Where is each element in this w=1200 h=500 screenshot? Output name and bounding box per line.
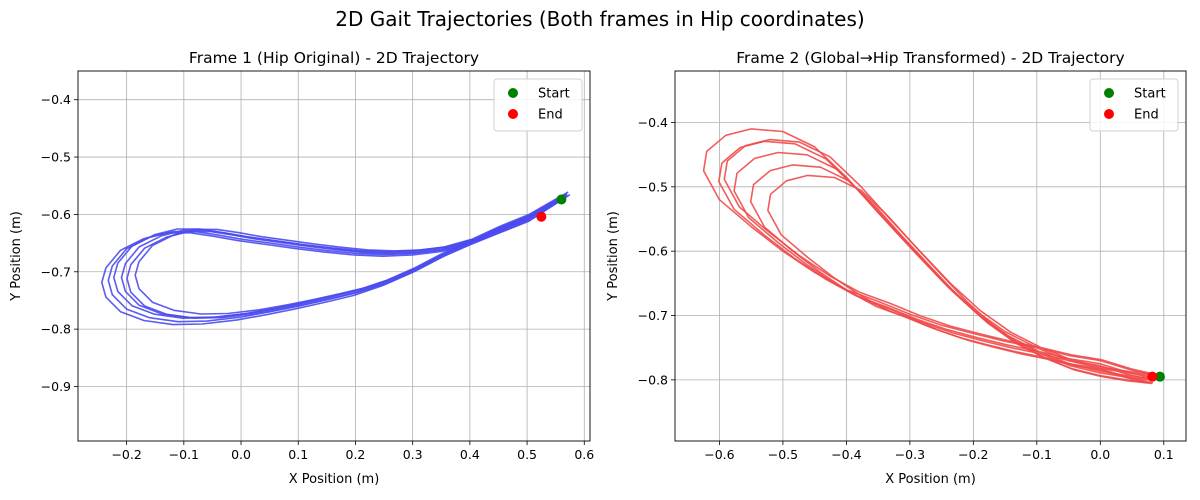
x-tick-label: 0.3 [403,447,423,462]
x-tick-label: −0.2 [111,447,141,462]
y-tick-label: −0.7 [638,308,668,323]
trajectory-series [101,191,571,326]
legend-start-label: Start [1134,87,1166,102]
y-tick-label: −0.6 [41,207,71,222]
y-axis-label: Y Position (m) [606,211,621,302]
start-marker [556,194,567,205]
trajectory-loop-2 [717,140,1158,380]
figure-suptitle: 2D Gait Trajectories (Both frames in Hip… [335,7,864,31]
y-tick-label: −0.5 [638,179,668,194]
legend-start-label: Start [538,87,570,102]
chart-panels: Frame 1 (Hip Original) - 2D Trajectory −0… [9,49,1187,487]
end-marker [1147,371,1158,382]
x-tick-label: 0.4 [460,447,480,462]
chart-panel-1: Frame 1 (Hip Original) - 2D Trajectory −0… [9,49,594,487]
x-tick-label: −0.3 [895,447,925,462]
x-tick-label: −0.1 [1022,447,1052,462]
legend: Start End [1089,78,1179,132]
x-tick-label: 0.6 [574,447,594,462]
x-tick-label: 0.2 [346,447,366,462]
x-tick-label: 0.1 [1154,447,1174,462]
x-tick-label: 0.0 [231,447,251,462]
x-tick-label: −0.2 [958,447,988,462]
legend-start-marker [1104,88,1114,98]
axes-frame [77,70,591,442]
y-tick-label: −0.4 [41,92,71,107]
axes-frame [674,70,1187,442]
y-tick-label: −0.6 [638,244,668,259]
x-tick-label: −0.6 [704,447,734,462]
x-tick-label: −0.4 [831,447,861,462]
trajectory-loop-2 [120,193,567,319]
trajectory-loop-1 [702,128,1161,378]
chart-panel-2: Frame 2 (Global→Hip Transformed) - 2D Tr… [606,49,1187,487]
x-axis-label: X Position (m) [885,472,976,487]
y-tick-label: −0.5 [41,150,71,165]
x-tick-label: −0.1 [169,447,199,462]
y-tick-label: −0.7 [41,264,71,279]
trajectory-loop-4 [749,164,1154,384]
y-tick-label: −0.9 [41,379,71,394]
legend-end-marker [508,109,518,119]
legend-end-marker [1104,109,1114,119]
x-tick-label: 0.0 [1090,447,1110,462]
chart-title: Frame 2 (Global→Hip Transformed) - 2D Tr… [736,49,1124,67]
x-tick-label: −0.5 [768,447,798,462]
chart-title: Frame 1 (Hip Original) - 2D Trajectory [189,49,479,67]
legend: Start End [493,78,583,132]
y-axis-label: Y Position (m) [9,211,24,302]
trajectory-loop-6 [113,191,569,320]
trajectory-loop-6 [723,138,1159,376]
x-axis-label: X Position (m) [289,472,380,487]
x-tick-label: 0.5 [517,447,537,462]
trajectory-loop-1 [107,193,568,323]
x-tick-label: 0.1 [288,447,308,462]
y-tick-label: −0.4 [638,115,668,130]
trajectory-series [702,128,1161,385]
legend-end-label: End [1134,108,1159,123]
legend-end-label: End [538,108,563,123]
start-marker [1154,371,1165,382]
y-tick-label: −0.8 [41,322,71,337]
legend-start-marker [508,88,518,98]
trajectory-loop-5 [126,195,568,319]
y-tick-label: −0.8 [638,372,668,387]
end-marker [536,211,547,222]
